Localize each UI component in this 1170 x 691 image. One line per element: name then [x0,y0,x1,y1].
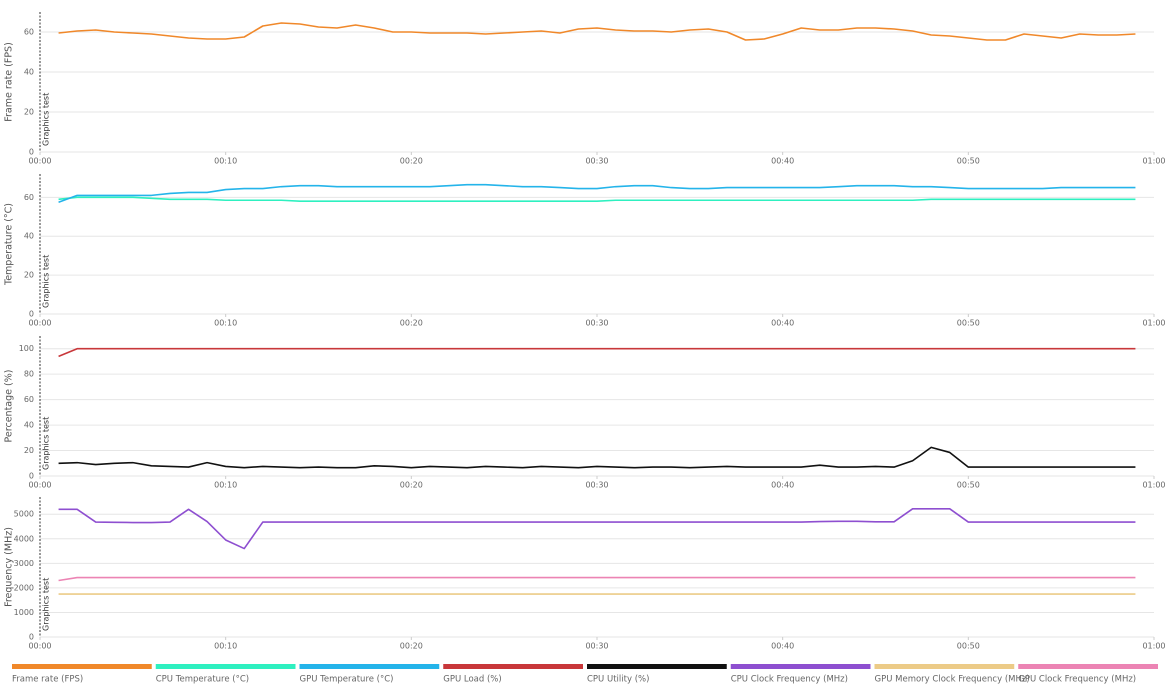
legend-label: GPU Clock Frequency (MHz) [1018,675,1136,685]
x-tick-label: 00:00 [28,642,51,651]
x-tick-label: 00:20 [400,481,423,490]
y-tick-label: 20 [24,108,34,117]
x-tick-label: 00:50 [957,157,980,166]
x-tick-label: 00:50 [957,642,980,651]
legend-label: CPU Clock Frequency (MHz) [731,675,848,685]
y-axis-title: Frame rate (FPS) [4,42,15,122]
x-tick-label: 00:20 [400,157,423,166]
annotation-label: Graphics test [42,417,51,470]
y-tick-label: 20 [24,271,34,280]
y-tick-label: 40 [24,232,34,241]
legend-swatch [299,664,440,669]
y-axis-title: Frequency (MHz) [4,527,15,607]
y-tick-label: 0 [29,310,34,319]
y-tick-label: 40 [24,421,34,430]
series-line [58,183,1136,203]
annotation-label: Graphics test [42,93,51,146]
x-tick-label: 01:00 [1142,157,1165,166]
x-tick-label: 00:40 [771,642,794,651]
legend-swatch [443,664,583,669]
x-tick-label: 00:40 [771,481,794,490]
x-tick-label: 00:30 [585,157,608,166]
y-tick-label: 4000 [14,534,34,543]
legend-label: GPU Load (%) [443,675,501,685]
legend-swatch [12,664,152,669]
legend-swatch [1018,664,1158,669]
y-tick-label: 0 [29,472,34,481]
series-line [58,347,1136,358]
x-tick-label: 00:10 [214,319,237,328]
x-tick-label: 00:40 [771,319,794,328]
x-tick-label: 00:00 [28,319,51,328]
legend-label: CPU Utility (%) [587,675,649,685]
annotation-label: Graphics test [42,578,51,631]
y-tick-label: 2000 [14,583,34,592]
x-tick-label: 00:30 [585,481,608,490]
legend-label: GPU Memory Clock Frequency (MHz) [875,675,1030,685]
y-tick-label: 100 [19,344,34,353]
series-line [58,576,1136,582]
legend-swatch [155,664,296,669]
x-tick-label: 01:00 [1142,319,1165,328]
x-tick-label: 00:40 [771,157,794,166]
y-tick-label: 20 [24,446,34,455]
y-tick-label: 3000 [14,559,34,568]
y-tick-label: 60 [24,193,34,202]
legend-swatch [587,664,727,669]
x-tick-label: 00:20 [400,642,423,651]
legend-label: GPU Temperature (°C) [300,675,394,685]
y-tick-label: 60 [24,395,34,404]
series-line [58,22,1136,41]
x-tick-label: 00:30 [585,642,608,651]
y-axis-title: Percentage (%) [4,370,15,443]
y-tick-label: 80 [24,370,34,379]
x-tick-label: 00:10 [214,481,237,490]
legend-swatch [874,664,1015,669]
series-line [58,196,1136,203]
x-tick-label: 00:50 [957,481,980,490]
legend-label: CPU Temperature (°C) [156,675,249,685]
y-tick-label: 5000 [14,510,34,519]
annotation-label: Graphics test [42,255,51,308]
y-tick-label: 0 [29,148,34,157]
x-tick-label: 01:00 [1142,481,1165,490]
y-tick-label: 60 [24,28,34,37]
y-tick-label: 1000 [14,608,34,617]
x-tick-label: 00:20 [400,319,423,328]
y-tick-label: 0 [29,633,34,642]
x-tick-label: 00:30 [585,319,608,328]
x-tick-label: 00:10 [214,642,237,651]
series-line [58,446,1136,469]
legend-label: Frame rate (FPS) [12,675,83,685]
x-tick-label: 00:00 [28,157,51,166]
y-axis-title: Temperature (°C) [4,203,15,286]
x-tick-label: 00:00 [28,481,51,490]
legend-swatch [730,664,871,669]
x-tick-label: 00:10 [214,157,237,166]
series-line [58,507,1136,550]
x-tick-label: 01:00 [1142,642,1165,651]
y-tick-label: 40 [24,68,34,77]
x-tick-label: 00:50 [957,319,980,328]
